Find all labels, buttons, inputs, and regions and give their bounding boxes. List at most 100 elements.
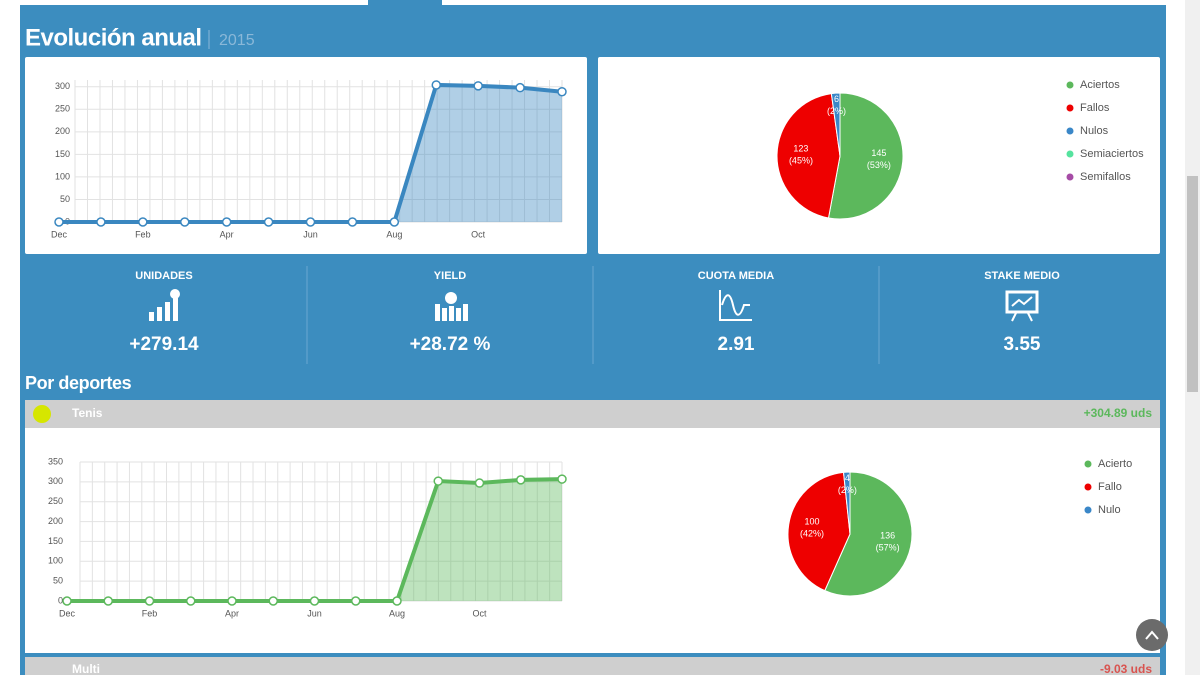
point bbox=[227, 596, 237, 606]
y-tick-label: 50 bbox=[53, 576, 63, 586]
point bbox=[474, 478, 485, 488]
point bbox=[305, 217, 316, 227]
point bbox=[221, 217, 232, 227]
y-tick-label: 50 bbox=[60, 194, 70, 204]
icon-yield bbox=[435, 292, 468, 321]
x-tick-label: Apr bbox=[225, 608, 239, 618]
legend-label: Semiaciertos bbox=[1080, 148, 1144, 160]
legend-swatch bbox=[1084, 460, 1092, 468]
chart-panel bbox=[25, 57, 587, 254]
slice-percent: (42%) bbox=[800, 528, 824, 538]
point bbox=[103, 596, 113, 606]
sport-header[interactable] bbox=[25, 400, 1160, 428]
tennis-icon bbox=[33, 405, 51, 423]
y-tick-label: 200 bbox=[48, 516, 63, 526]
point bbox=[268, 596, 278, 606]
y-tick-label: 100 bbox=[48, 556, 63, 566]
legend-swatch bbox=[1084, 483, 1092, 491]
sport-units: -9.03 uds bbox=[1100, 662, 1152, 675]
scrollbar-thumb[interactable] bbox=[1187, 176, 1198, 392]
point bbox=[392, 596, 402, 606]
legend-swatch bbox=[1066, 173, 1074, 181]
point bbox=[309, 596, 320, 606]
point bbox=[557, 474, 567, 484]
stat-label: STAKE MEDIO bbox=[984, 270, 1060, 282]
icon-odds bbox=[719, 290, 752, 321]
sport-units: +304.89 uds bbox=[1084, 406, 1153, 420]
icon-stake bbox=[1005, 290, 1039, 322]
sport-name: Tenis bbox=[72, 406, 103, 420]
section-title: Evolución anual bbox=[25, 24, 202, 51]
slice-value: 136 bbox=[880, 530, 895, 540]
stat-label: CUOTA MEDIA bbox=[698, 270, 774, 282]
point bbox=[473, 81, 483, 91]
x-tick-label: Jun bbox=[307, 608, 322, 618]
point bbox=[186, 596, 196, 606]
scroll-top-button[interactable] bbox=[1136, 619, 1168, 651]
point bbox=[263, 217, 274, 227]
point bbox=[144, 596, 155, 606]
y-tick-label: 100 bbox=[55, 171, 70, 181]
stat-value: 2.91 bbox=[718, 334, 755, 355]
sport-name: Multi bbox=[72, 662, 100, 675]
stat-label: UNIDADES bbox=[135, 270, 192, 282]
pie-slice bbox=[776, 93, 841, 219]
y-tick-label: 300 bbox=[55, 81, 70, 91]
point bbox=[347, 217, 358, 227]
y-tick-label: 350 bbox=[48, 456, 63, 466]
section-year: 2015 bbox=[219, 32, 255, 49]
legend-label: Nulos bbox=[1080, 125, 1109, 137]
x-tick-label: Dec bbox=[59, 608, 76, 618]
sports-title: Por deportes bbox=[25, 373, 132, 393]
legend-swatch bbox=[1084, 506, 1092, 514]
sport-panel bbox=[25, 428, 1160, 653]
stat-value: +279.14 bbox=[129, 334, 199, 355]
y-tick-label: 200 bbox=[55, 126, 70, 136]
point bbox=[180, 217, 190, 227]
legend-label: Semifallos bbox=[1080, 171, 1131, 183]
legend-swatch bbox=[1066, 81, 1074, 89]
slice-value: 145 bbox=[871, 148, 886, 158]
x-tick-label: Apr bbox=[220, 229, 234, 239]
y-tick-label: 0 bbox=[58, 595, 63, 605]
pie-slice bbox=[827, 92, 904, 220]
x-tick-label: Oct bbox=[471, 229, 486, 239]
pie-slice bbox=[787, 471, 851, 592]
stats-row: UNIDADES YIELD CUOTA MEDIA STAKE MEDIO +… bbox=[129, 266, 1060, 364]
pie-slice bbox=[824, 471, 913, 597]
legend-label: Aciertos bbox=[1080, 79, 1120, 91]
slice-value: 6 bbox=[834, 94, 839, 104]
x-tick-label: Feb bbox=[135, 229, 151, 239]
legend-label: Acierto bbox=[1098, 458, 1132, 470]
slice-percent: (45%) bbox=[789, 155, 813, 165]
x-tick-label: Aug bbox=[386, 229, 402, 239]
stat-value: +28.72 % bbox=[410, 334, 491, 355]
stat-value: 3.55 bbox=[1004, 334, 1041, 355]
x-tick-label: Oct bbox=[472, 608, 487, 618]
legend-label: Nulo bbox=[1098, 504, 1121, 516]
point bbox=[351, 596, 361, 606]
point bbox=[515, 82, 525, 93]
slice-percent: (53%) bbox=[867, 160, 891, 170]
point bbox=[516, 475, 526, 485]
point bbox=[96, 217, 106, 227]
pie-slice bbox=[842, 471, 851, 535]
point bbox=[138, 217, 148, 227]
legend-swatch bbox=[1066, 127, 1074, 135]
slice-percent: (2%) bbox=[827, 106, 846, 116]
scroll-top-arrow bbox=[1145, 630, 1159, 640]
slice-percent: (57%) bbox=[876, 542, 900, 552]
point bbox=[62, 596, 72, 606]
y-tick-label: 150 bbox=[48, 536, 63, 546]
point bbox=[431, 80, 441, 90]
sport-header[interactable] bbox=[25, 657, 1160, 675]
pie-slice bbox=[830, 92, 841, 157]
active-tab[interactable] bbox=[368, 0, 442, 6]
y-tick-label: 250 bbox=[55, 104, 70, 114]
area bbox=[67, 479, 562, 601]
legend-swatch bbox=[1066, 150, 1074, 158]
slice-value: 123 bbox=[793, 143, 808, 153]
y-tick-label: 300 bbox=[48, 476, 63, 486]
y-tick-label: 250 bbox=[48, 496, 63, 506]
